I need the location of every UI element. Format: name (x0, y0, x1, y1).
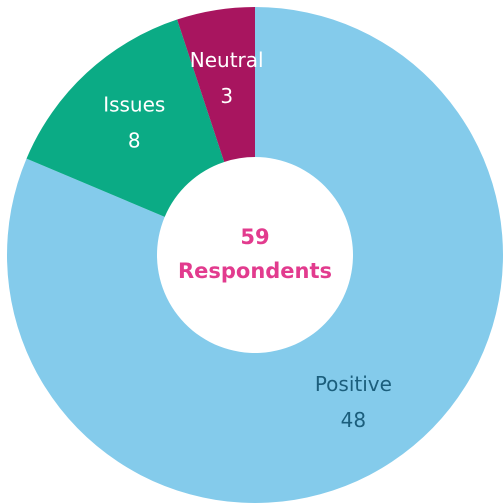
slice (177, 7, 255, 162)
center-label: Respondents (178, 259, 332, 283)
center-value: 59 (240, 225, 269, 249)
slice-label: Issues (103, 93, 165, 117)
slice-label: Positive (315, 372, 392, 396)
slice-label: Neutral (190, 48, 264, 72)
slice (26, 19, 225, 217)
slice-value: 8 (128, 129, 141, 153)
slice (7, 7, 503, 503)
slice-value: 48 (341, 408, 366, 432)
slice-value: 3 (220, 84, 233, 108)
